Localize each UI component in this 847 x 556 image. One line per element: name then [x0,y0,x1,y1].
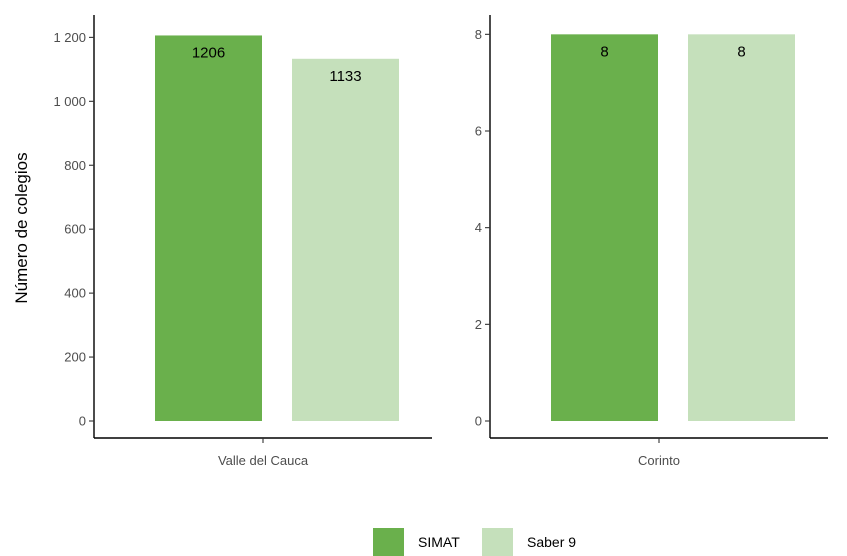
y-tick-label: 1 000 [53,94,86,109]
bar-saber-9 [292,58,399,422]
y-tick-label: 800 [64,158,86,173]
legend-label: SIMAT [418,534,460,550]
y-axis-title: Número de colegios [12,152,31,303]
bar-simat [155,35,262,422]
bar-value-label: 8 [737,43,745,60]
x-tick-label: Corinto [638,453,680,468]
y-tick-label: 6 [475,124,482,139]
legend-key-saber-9 [482,528,513,556]
legend: SIMAT Saber 9 [373,528,576,556]
y-tick-label: 600 [64,222,86,237]
legend-label: Saber 9 [527,534,576,550]
panel-1: 0 2 4 6 8 8 8 Corinto [475,15,828,468]
y-tick-label: 200 [64,350,86,365]
legend-key-simat [373,528,404,556]
y-tick-label: 1 200 [53,30,86,45]
bar-value-label: 1133 [329,68,361,85]
x-tick-label: Valle del Cauca [218,453,309,468]
y-tick-label: 2 [475,317,482,332]
y-tick-label: 4 [475,220,482,235]
y-tick-label: 0 [475,414,482,429]
y-tick-label: 400 [64,286,86,301]
y-tick-label: 0 [79,414,86,429]
panel-0: 0 200 400 600 800 1 000 1 200 1206 1133 Valle del… [53,15,432,468]
y-tick-label: 8 [475,27,482,42]
bar-simat [551,34,658,421]
bar-value-label: 8 [600,43,608,60]
bar-saber-9 [688,34,795,421]
bar-value-label: 1206 [192,44,225,61]
